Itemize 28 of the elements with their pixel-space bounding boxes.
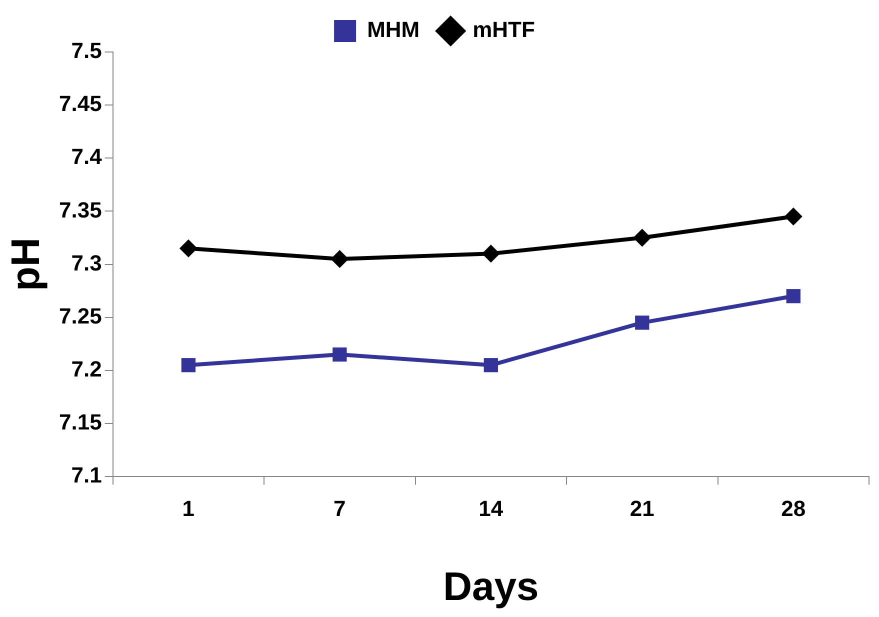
y-axis-title: pH <box>4 238 48 291</box>
y-tick-label: 7.5 <box>71 38 102 64</box>
legend-label: mHTF <box>472 17 535 42</box>
legend-label: MHM <box>367 17 420 42</box>
y-tick-label: 7.4 <box>71 144 103 170</box>
x-tick-label: 14 <box>478 496 504 521</box>
x-tick-label: 28 <box>781 496 806 521</box>
point <box>332 347 347 362</box>
x-tick-label: 1 <box>182 496 195 521</box>
point <box>179 239 198 258</box>
point <box>484 358 498 372</box>
point <box>635 316 650 330</box>
y-tick-label: 7.35 <box>58 197 102 222</box>
x-axis-title: Days <box>443 565 539 610</box>
point <box>330 250 349 268</box>
x-tick-label: 21 <box>630 496 654 521</box>
y-tick-label: 7.1 <box>71 462 102 488</box>
point <box>784 208 802 226</box>
x-tick-label: 7 <box>334 496 346 521</box>
y-tick-label: 7.15 <box>58 410 102 435</box>
y-tick-label: 7.2 <box>71 356 102 382</box>
y-tick-label: 7.25 <box>58 303 102 328</box>
y-tick-label: 7.45 <box>58 91 102 116</box>
y-tick-label: 7.3 <box>71 250 102 276</box>
point <box>482 244 500 263</box>
point <box>633 228 652 247</box>
point <box>786 289 800 304</box>
point <box>181 358 196 372</box>
